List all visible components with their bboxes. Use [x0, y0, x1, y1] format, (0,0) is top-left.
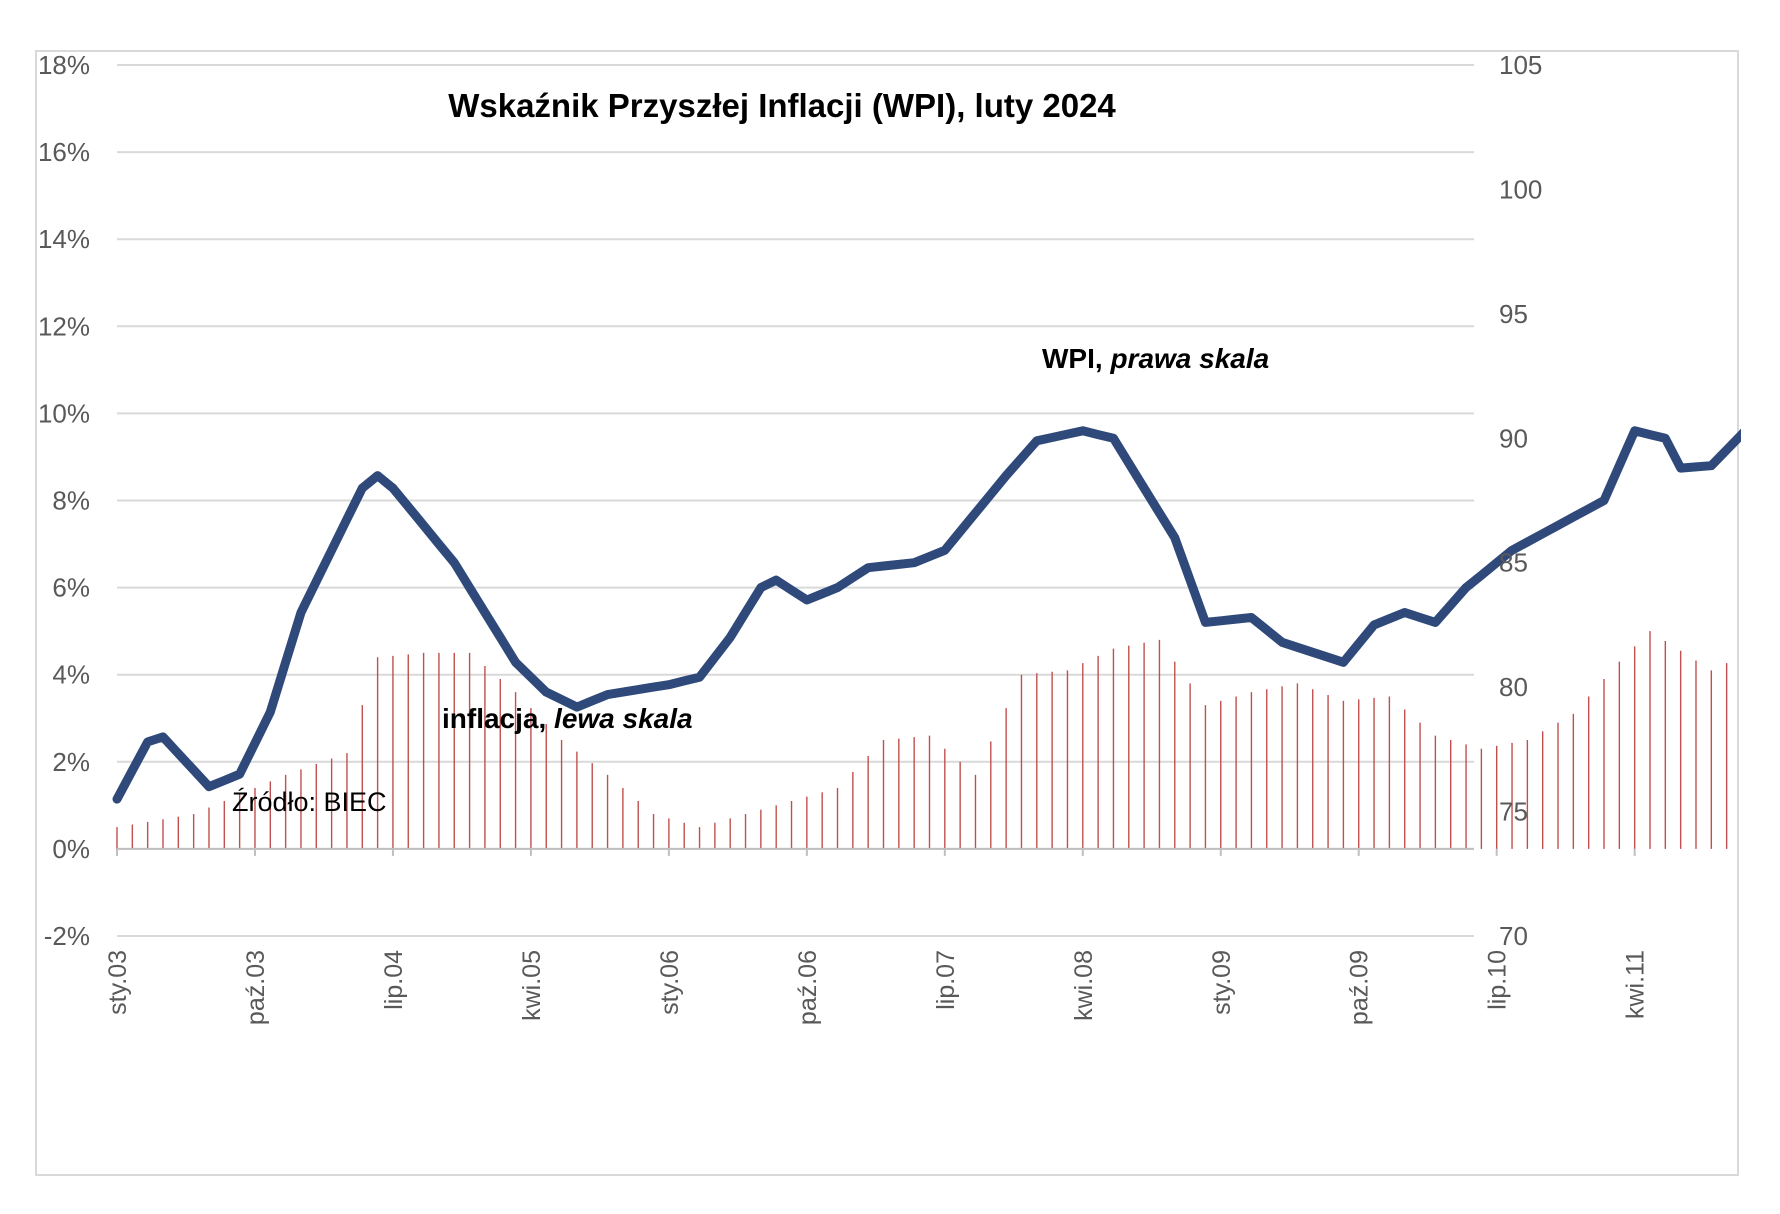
x-axis-tick-label: paź.06 — [794, 950, 822, 1025]
x-axis-tick-label: lip.07 — [932, 950, 960, 1010]
axis-layer: -2% 0% 2% 4% 6% 8% 10% 12% 14% 16% 18% 70 75 80 85 90 95… — [38, 52, 1650, 1025]
inflation-bars — [116, 631, 1728, 849]
wpi-line — [112, 426, 1741, 804]
chart-frame: -2% 0% 2% 4% 6% 8% 10% 12% 14% 16% 18% 70 75 80 85 90 95… — [35, 50, 1741, 1176]
left-axis-tick-label: -2% — [44, 921, 90, 951]
chart-canvas: -2% 0% 2% 4% 6% 8% 10% 12% 14% 16% 18% 70 75 80 85 90 95… — [38, 52, 1741, 1025]
right-axis-tick-label: 85 — [1499, 548, 1528, 578]
right-axis-tick-label: 75 — [1499, 797, 1528, 827]
x-axis-tick-label: sty.09 — [1208, 950, 1236, 1015]
inflation-label-scale: lewa skala — [554, 703, 693, 734]
x-axis-tick-label: sty.06 — [656, 950, 684, 1015]
source-note: Źródło: BIEC — [232, 787, 387, 817]
x-axis-tick-label: sty.03 — [104, 950, 132, 1015]
wpi-label-text: WPI, — [1042, 343, 1110, 374]
x-axis-tick-label: kwi.11 — [1622, 950, 1650, 1019]
x-axis-tick-label: kwi.05 — [518, 950, 546, 1021]
x-axis-tick-label: kwi.08 — [1070, 950, 1098, 1021]
right-axis-tick-label: 90 — [1499, 423, 1528, 453]
left-axis-tick-label: 4% — [52, 660, 90, 690]
left-axis-tick-label: 0% — [52, 834, 90, 864]
left-axis-tick-label: 10% — [38, 398, 90, 428]
inflation-series-label: inflacja, lewa skala — [442, 703, 693, 734]
right-axis-tick-label: 105 — [1499, 52, 1542, 80]
left-axis-tick-label: 18% — [38, 52, 90, 80]
left-axis-tick-label: 2% — [52, 747, 90, 777]
right-axis-tick-label: 80 — [1499, 672, 1528, 702]
wpi-label-scale: prawa skala — [1109, 343, 1269, 374]
left-axis-tick-label: 16% — [38, 137, 90, 167]
x-axis-tick-label: paź.03 — [242, 950, 270, 1025]
left-axis-tick-label: 14% — [38, 224, 90, 254]
wpi-line-layer — [112, 426, 1741, 804]
right-axis-tick-label: 95 — [1499, 299, 1528, 329]
x-axis-tick-label: lip.10 — [1484, 950, 1512, 1010]
right-axis-tick-label: 100 — [1499, 174, 1542, 204]
wpi-series-label: WPI, prawa skala — [1042, 343, 1269, 374]
chart-title: Wskaźnik Przyszłej Inflacji (WPI), luty … — [448, 87, 1116, 124]
right-axis-tick-label: 70 — [1499, 921, 1528, 951]
inflation-label-text: inflacja, — [442, 703, 554, 734]
x-axis-tick-label: paź.09 — [1346, 950, 1374, 1025]
x-axis-tick-label: lip.04 — [380, 950, 408, 1010]
left-axis-tick-label: 6% — [52, 573, 90, 603]
left-axis-tick-label: 12% — [38, 311, 90, 341]
left-axis-tick-label: 8% — [52, 486, 90, 516]
